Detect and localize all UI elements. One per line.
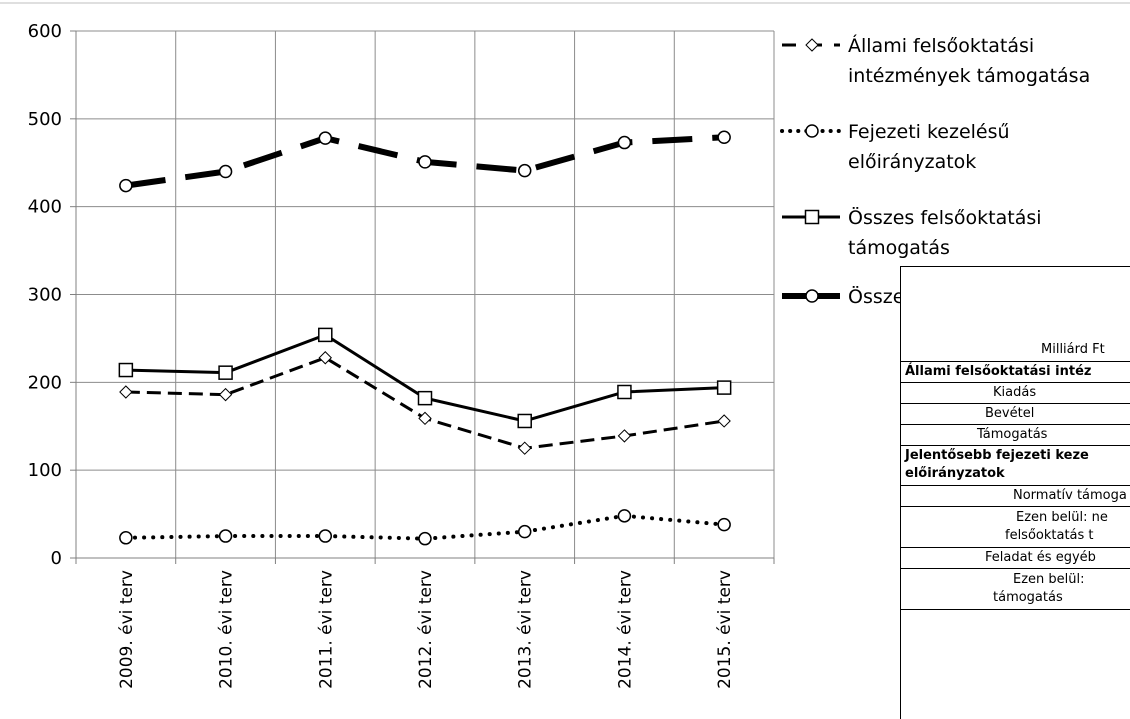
legend-marker <box>805 124 819 138</box>
table-row-label: Állami felsőoktatási intéz <box>905 364 1092 379</box>
table-divider <box>901 403 1130 404</box>
x-tick-label: 2015. évi terv <box>715 570 735 689</box>
data-point-marker <box>617 135 632 150</box>
legend-label: Összes felsőoktatási <box>848 206 1042 229</box>
table-divider <box>901 568 1130 569</box>
table-row-label: Támogatás <box>977 427 1048 442</box>
data-point-marker <box>418 155 432 169</box>
series-2 <box>119 509 731 546</box>
table-row-label: Ezen belül: ne <box>1016 510 1108 525</box>
x-tick-label: 2010. évi terv <box>217 570 237 689</box>
axes <box>0 2 1130 564</box>
data-point-marker <box>318 327 333 343</box>
table-row-label: Jelentősebb fejezeti keze <box>905 448 1089 463</box>
x-axis-tick-labels: 2009. évi terv 2010. évi terv 2011. évi te… <box>117 570 735 689</box>
legend-label: intézmények támogatása <box>848 65 1090 87</box>
data-point-marker <box>517 524 532 539</box>
series-line <box>125 333 725 423</box>
data-point-marker <box>517 163 532 178</box>
table-row-label: Feladat és egyéb <box>985 550 1096 565</box>
data-point-marker <box>617 509 632 523</box>
data-point-marker <box>218 387 233 402</box>
data-series <box>118 130 732 546</box>
data-point-marker <box>418 411 432 426</box>
legend-label: támogatás <box>848 237 950 259</box>
data-point-marker <box>418 531 432 546</box>
table-row-label: Kiadás <box>993 385 1037 400</box>
table-row-label: előirányzatok <box>905 466 1005 481</box>
table-row-label: felsőoktatás t <box>1005 528 1094 543</box>
data-point-marker <box>318 351 332 365</box>
data-point-marker <box>617 429 632 443</box>
legend-marker <box>805 289 819 303</box>
table-row-label: Bevétel <box>985 406 1035 421</box>
data-point-marker <box>717 414 731 428</box>
data-table-panel: Milliárd Ft Állami felsőoktatási intéz K… <box>900 266 1130 719</box>
table-row-label: támogatás <box>993 590 1063 605</box>
x-tick-label: 2014. évi terv <box>615 570 635 689</box>
legend-entry: Fejezeti kezelésű előirányzatok <box>780 121 1010 173</box>
y-tick-label: 200 <box>28 372 62 393</box>
series-3 <box>118 327 732 429</box>
y-axis-tick-labels: 0 100 200 300 400 500 600 <box>28 21 62 569</box>
series-4 <box>119 130 731 193</box>
data-point-marker <box>119 178 133 193</box>
legend-label: előirányzatok <box>848 151 976 173</box>
data-point-marker <box>218 365 233 380</box>
table-divider <box>901 361 1130 362</box>
data-point-marker <box>318 131 333 145</box>
data-point-marker <box>318 529 333 543</box>
x-tick-label: 2013. évi terv <box>516 570 536 689</box>
y-tick-label: 0 <box>51 548 62 569</box>
y-tick-label: 600 <box>28 21 62 42</box>
y-tick-label: 400 <box>28 197 62 218</box>
table-divider <box>901 382 1130 383</box>
series-1 <box>119 351 731 455</box>
table-row-label: Normatív támoga <box>1013 488 1127 503</box>
legend-marker <box>804 209 820 225</box>
data-point-marker <box>218 529 233 543</box>
y-tick-label: 500 <box>28 109 62 130</box>
table-divider <box>901 424 1130 425</box>
data-point-marker <box>518 441 532 455</box>
table-divider <box>901 445 1130 446</box>
data-point-marker <box>716 380 732 395</box>
data-point-marker <box>517 413 532 429</box>
y-tick-label: 100 <box>28 460 62 481</box>
legend-marker <box>805 38 819 52</box>
legend-entry: Állami felsőoktatási intézmények támogatá… <box>782 34 1090 87</box>
legend-label: Állami felsőoktatási <box>848 34 1034 57</box>
table-row-label: Ezen belül: <box>1013 572 1085 587</box>
table-divider <box>901 609 1130 610</box>
table-divider <box>901 547 1130 548</box>
x-tick-label: 2012. évi terv <box>416 570 436 689</box>
table-unit-label: Milliárd Ft <box>1041 342 1105 357</box>
data-point-marker <box>119 531 133 545</box>
legend-label: Fejezeti kezelésű <box>848 121 1010 143</box>
table-divider <box>901 485 1130 486</box>
data-point-marker <box>617 384 632 400</box>
data-point-marker <box>218 164 233 179</box>
data-point-marker <box>118 362 134 378</box>
x-tick-label: 2011. évi terv <box>316 570 336 689</box>
y-tick-label: 300 <box>28 285 62 306</box>
table-divider <box>901 506 1130 507</box>
grid-lines <box>76 30 775 558</box>
data-point-marker <box>717 517 731 532</box>
data-point-marker <box>417 390 433 406</box>
data-point-marker <box>717 130 731 145</box>
legend-entry: Összes felsőoktatási támogatás <box>782 206 1042 259</box>
data-point-marker <box>119 385 133 399</box>
x-tick-label: 2009. évi terv <box>117 570 137 689</box>
